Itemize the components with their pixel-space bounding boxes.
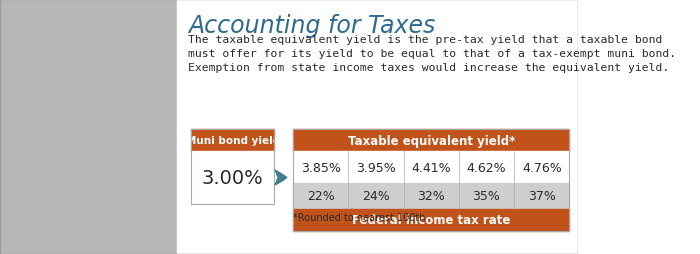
Bar — [293, 130, 569, 231]
Text: 3.85%: 3.85% — [301, 161, 340, 174]
Bar — [293, 130, 569, 151]
Text: 4.41%: 4.41% — [412, 161, 451, 174]
Bar — [293, 183, 569, 209]
Bar — [177, 0, 578, 254]
Text: 3.95%: 3.95% — [356, 161, 396, 174]
Text: 32%: 32% — [417, 190, 445, 203]
Text: Exemption from state income taxes would increase the equivalent yield.: Exemption from state income taxes would … — [188, 63, 669, 73]
Bar — [192, 151, 274, 204]
Bar — [192, 130, 274, 151]
Text: must offer for its yield to be equal to that of a tax-exempt muni bond.: must offer for its yield to be equal to … — [188, 49, 676, 59]
Text: The taxable equivalent yield is the pre-tax yield that a taxable bond: The taxable equivalent yield is the pre-… — [188, 35, 662, 45]
Bar — [293, 151, 569, 183]
Text: 4.62%: 4.62% — [467, 161, 506, 174]
Bar — [192, 130, 274, 204]
Text: 22%: 22% — [307, 190, 335, 203]
Text: Taxable equivalent yield*: Taxable equivalent yield* — [347, 134, 515, 147]
Bar — [293, 209, 569, 231]
Text: Federal income tax rate: Federal income tax rate — [352, 214, 510, 227]
Text: 35%: 35% — [473, 190, 500, 203]
Text: Muni bond yield: Muni bond yield — [186, 135, 280, 146]
Text: 4.76%: 4.76% — [522, 161, 561, 174]
Text: 3.00%: 3.00% — [202, 168, 264, 187]
Text: *Rounded to nearest 100th: *Rounded to nearest 100th — [293, 212, 426, 222]
Text: 24%: 24% — [362, 190, 390, 203]
Text: Accounting for Taxes: Accounting for Taxes — [188, 14, 435, 38]
Text: 37%: 37% — [528, 190, 556, 203]
